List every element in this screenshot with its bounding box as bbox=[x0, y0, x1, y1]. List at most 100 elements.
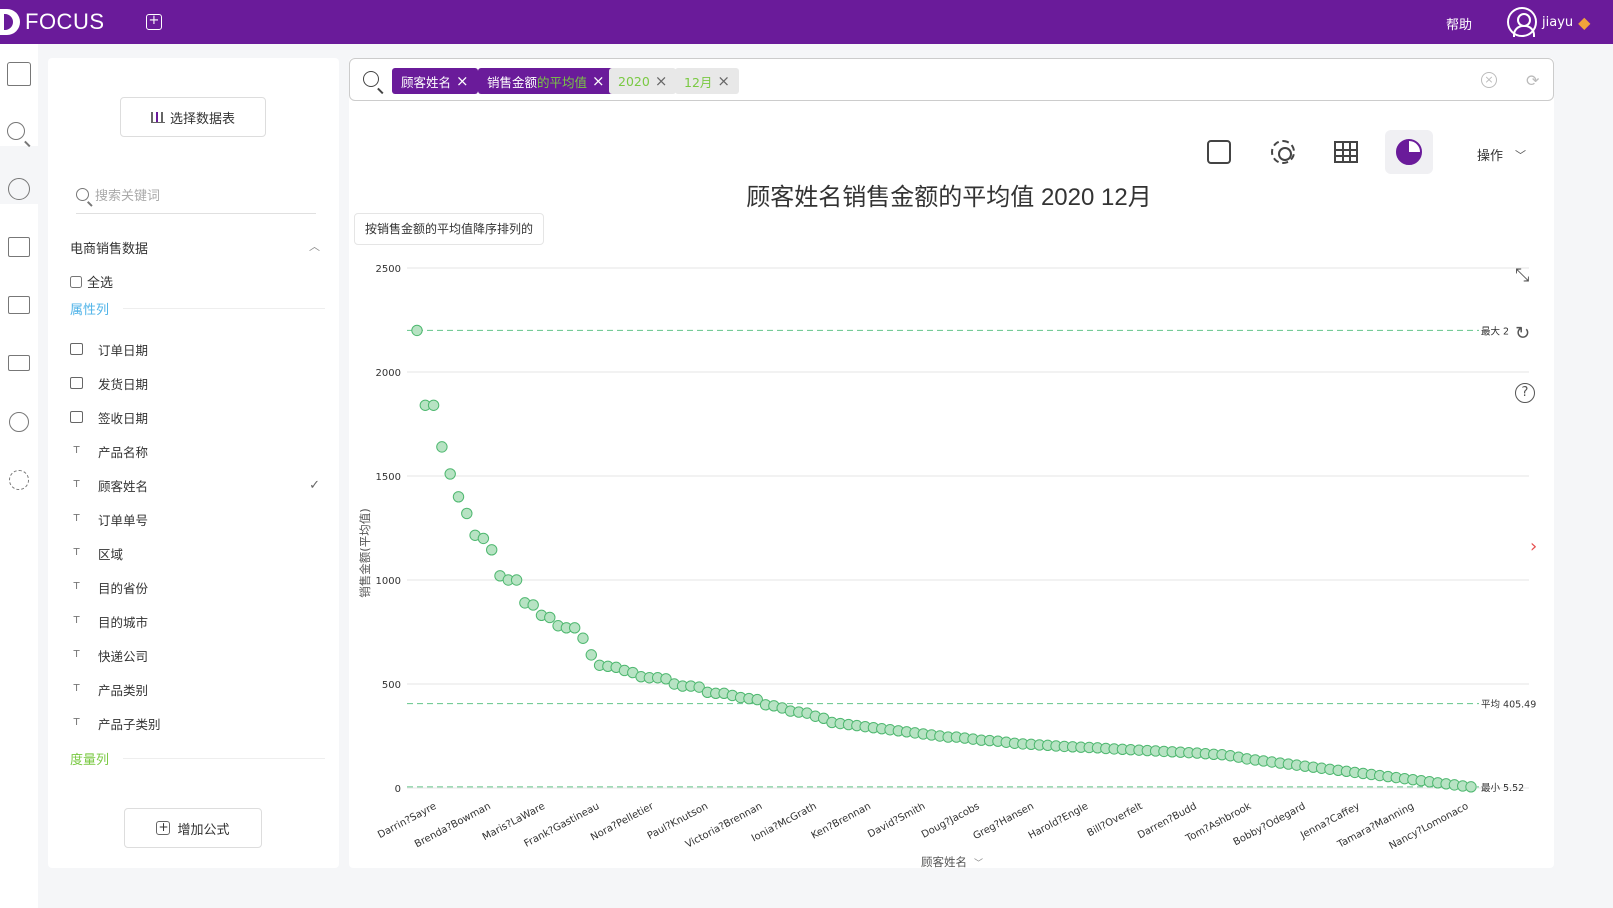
attribute-label: 区域 bbox=[98, 546, 124, 562]
search-bar[interactable]: 顾客姓名 × 销售金额 的平均值 × 2020 × 12月 × × ⟳ bbox=[349, 58, 1554, 101]
x-tick-label: Bill?Overfelt bbox=[1086, 801, 1145, 839]
calendar-icon bbox=[70, 377, 83, 389]
data-point bbox=[436, 441, 448, 453]
attribute-item[interactable]: T 产品名称 bbox=[70, 434, 320, 468]
clear-search-icon[interactable]: × bbox=[1481, 72, 1497, 88]
reference-line-label: 最小 5.52 bbox=[1481, 783, 1524, 794]
attribute-item[interactable]: T 产品类别 bbox=[70, 672, 320, 706]
attribute-item[interactable]: T 区域 bbox=[70, 536, 320, 570]
x-axis-label: 顾客姓名 bbox=[921, 855, 967, 868]
data-point bbox=[568, 622, 581, 634]
select-table-button[interactable]: 选择数据表 bbox=[120, 97, 266, 137]
axis-adjust-icon[interactable]: ⤡ bbox=[1515, 265, 1530, 286]
calendar-icon bbox=[70, 411, 83, 423]
user-icon[interactable] bbox=[9, 412, 29, 432]
top-navbar: FOCUS + 帮助 jiayu ◆ bbox=[0, 0, 1613, 44]
data-point bbox=[693, 681, 705, 693]
close-icon[interactable]: × bbox=[717, 72, 730, 90]
x-tick-label: Ken?Brennan bbox=[810, 801, 873, 842]
attribute-label: 订单日期 bbox=[98, 342, 149, 358]
data-point bbox=[477, 532, 490, 545]
y-tick-label: 1500 bbox=[376, 472, 401, 483]
y-tick-label: 0 bbox=[395, 784, 401, 795]
keyword-placeholder: 搜索关键词 bbox=[95, 189, 161, 204]
token-label: 顾客姓名 bbox=[401, 74, 452, 90]
select-all-label: 全选 bbox=[87, 276, 114, 291]
keyword-search-input[interactable]: 搜索关键词 bbox=[76, 176, 316, 214]
token-label: 销售金额 bbox=[487, 74, 538, 90]
attribute-label: 快递公司 bbox=[98, 648, 149, 664]
table-view-button[interactable] bbox=[1322, 130, 1370, 174]
search-token-customer[interactable]: 顾客姓名 × bbox=[392, 68, 478, 94]
y-tick-label: 2000 bbox=[376, 368, 401, 379]
chart-view-button[interactable] bbox=[1385, 130, 1433, 174]
next-page-arrow-icon[interactable]: › bbox=[1530, 536, 1538, 557]
attribute-item[interactable]: T 订单单号 bbox=[70, 502, 320, 536]
question-icon[interactable] bbox=[8, 178, 30, 200]
reference-line-label: 平均 405.49 bbox=[1481, 699, 1536, 711]
attribute-item[interactable]: T 目的城市 bbox=[70, 604, 320, 638]
text-type-icon: T bbox=[73, 683, 80, 694]
chevron-down-icon: ﹀ bbox=[1515, 148, 1527, 162]
attribute-item[interactable]: 签收日期 bbox=[70, 400, 320, 434]
focus-logo[interactable]: FOCUS bbox=[0, 8, 105, 36]
reference-line-label: 最大 2 bbox=[1481, 325, 1509, 337]
add-formula-label: 增加公式 bbox=[177, 822, 230, 838]
data-point bbox=[461, 507, 473, 520]
attribute-label: 发货日期 bbox=[98, 376, 149, 392]
x-tick-label: David?Smith bbox=[866, 801, 927, 840]
home-icon[interactable] bbox=[7, 62, 31, 86]
text-type-icon: T bbox=[73, 615, 80, 626]
attribute-label: 产品类别 bbox=[98, 682, 149, 698]
attribute-item[interactable]: T 目的省份 bbox=[70, 570, 320, 604]
settings-icon[interactable] bbox=[9, 470, 29, 490]
user-menu[interactable]: jiayu ◆ bbox=[1507, 7, 1590, 37]
search-token-sales-avg[interactable]: 销售金额 的平均值 × bbox=[478, 68, 614, 94]
settings-tool-button[interactable] bbox=[1259, 130, 1307, 174]
search-token-month[interactable]: 12月 × bbox=[675, 68, 739, 94]
chevron-up-icon[interactable]: ︿ bbox=[309, 240, 320, 253]
refresh-icon[interactable]: ⟳ bbox=[1526, 71, 1540, 90]
close-icon[interactable]: × bbox=[654, 72, 668, 90]
bar-chart-icon bbox=[150, 111, 165, 123]
folder-icon[interactable] bbox=[8, 355, 30, 371]
attribute-label: 订单单号 bbox=[98, 512, 149, 528]
operations-menu[interactable]: 操作 ﹀ bbox=[1477, 145, 1527, 165]
attribute-label: 目的城市 bbox=[98, 614, 149, 630]
attribute-label: 目的省份 bbox=[98, 580, 149, 596]
close-icon[interactable]: × bbox=[456, 72, 469, 90]
x-tick-label: Harold?Engle bbox=[1027, 801, 1090, 842]
plus-icon: + bbox=[156, 820, 171, 835]
chart-help-icon[interactable]: ? bbox=[1515, 383, 1535, 403]
help-link[interactable]: 帮助 bbox=[1446, 18, 1473, 33]
attribute-item[interactable]: T 顾客姓名 ✓ bbox=[70, 468, 320, 502]
attribute-item[interactable]: 发货日期 bbox=[70, 366, 320, 400]
operations-label: 操作 bbox=[1477, 149, 1504, 164]
dashboard-icon[interactable] bbox=[8, 237, 30, 257]
attribute-item[interactable]: T 快递公司 bbox=[70, 638, 320, 672]
focus-logo-icon bbox=[0, 9, 20, 35]
table-icon[interactable] bbox=[8, 296, 30, 314]
add-formula-button[interactable]: + 增加公式 bbox=[124, 808, 262, 848]
search-icon bbox=[363, 71, 379, 87]
search-token-year[interactable]: 2020 × bbox=[609, 68, 677, 94]
clipboard-tool-button[interactable] bbox=[1195, 130, 1243, 174]
avatar-icon bbox=[1507, 7, 1537, 37]
text-type-icon: T bbox=[73, 717, 80, 728]
token-label: 12月 bbox=[684, 74, 713, 90]
data-point bbox=[751, 693, 763, 706]
add-tab-icon[interactable]: + bbox=[146, 14, 162, 30]
attribute-item[interactable]: 订单日期 bbox=[70, 332, 320, 366]
select-all-checkbox[interactable]: 全选 bbox=[70, 272, 113, 291]
select-all-box[interactable] bbox=[70, 275, 82, 288]
x-axis-chevron-icon: ﹀ bbox=[974, 858, 983, 868]
attribute-item[interactable]: T 产品子类别 bbox=[70, 706, 320, 740]
search-icon[interactable] bbox=[7, 122, 25, 140]
close-icon[interactable]: × bbox=[592, 72, 605, 90]
data-point bbox=[444, 468, 456, 480]
reset-icon[interactable]: ↻ bbox=[1515, 323, 1531, 344]
y-tick-label: 500 bbox=[382, 680, 401, 691]
dataset-header[interactable]: 电商销售数据 ︿ bbox=[70, 238, 320, 257]
x-tick-label: Greg?Hansen bbox=[971, 801, 1035, 842]
data-point bbox=[585, 649, 597, 661]
